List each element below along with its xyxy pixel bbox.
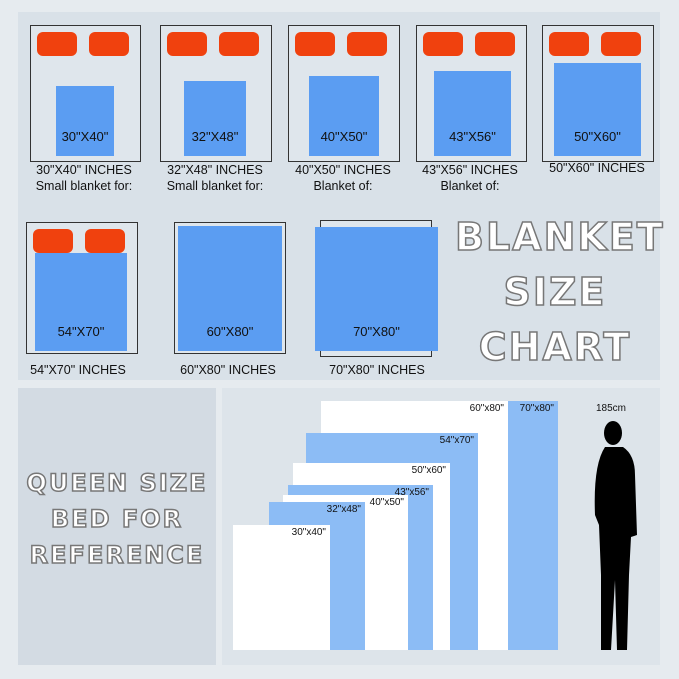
title-line: BLANKET [454, 214, 665, 260]
reference-line: REFERENCE [29, 540, 205, 570]
blanket-shape: 54"X70" [35, 253, 127, 351]
blanket-caption: 30"X40" INCHES Small blanket for: [35, 163, 133, 193]
title-line: SIZE [503, 269, 607, 315]
blanket-tile: 60"X80" [174, 222, 286, 354]
blanket-shape: 60"X80" [178, 226, 282, 351]
pillow-icon [475, 32, 515, 56]
blanket-caption: 70"X80" INCHES [329, 363, 425, 377]
comparison-label: 40"x50" [369, 497, 404, 508]
reference-text: QUEEN SIZE BED FOR REFERENCE [18, 465, 216, 573]
comparison-label: 43"x56" [394, 487, 429, 498]
blanket-size-label: 32"X48" [191, 129, 239, 144]
pillow-icon [219, 32, 259, 56]
comparison-label: 30"x40" [291, 527, 326, 538]
blanket-tile: 32"X48" [160, 25, 272, 162]
blanket-tile: 40"X50" [288, 25, 400, 162]
blanket-caption: 40"X50" INCHES Blanket of: [295, 163, 391, 193]
title-line: CHART [478, 324, 632, 370]
reference-panel [18, 388, 216, 665]
blanket-size-label: 30"X40" [61, 129, 109, 144]
comparison-label: 54"x70" [439, 435, 474, 446]
comparison-label: 60"x80" [469, 403, 504, 414]
blanket-tile: 70"X80" [315, 220, 438, 357]
blanket-caption: 32"X48" INCHES Small blanket for: [166, 163, 264, 193]
blanket-size-label: 54"X70" [57, 324, 105, 339]
blanket-size-label: 40"X50" [320, 129, 368, 144]
pillow-icon [347, 32, 387, 56]
blanket-shape: 30"X40" [56, 86, 114, 156]
person-height-label: 185cm [596, 403, 627, 414]
pillow-icon [85, 229, 125, 253]
pillow-icon [37, 32, 77, 56]
reference-line: QUEEN SIZE [26, 468, 208, 498]
blanket-shape: 70"X80" [315, 227, 438, 351]
blanket-tile: 54"X70" [26, 222, 138, 354]
pillow-icon [167, 32, 207, 56]
pillow-icon [295, 32, 335, 56]
chart-title: BLANKET SIZE CHART [454, 210, 665, 375]
blanket-size-label: 43"X56" [449, 129, 496, 144]
person-silhouette-icon [594, 421, 637, 650]
blanket-shape: 32"X48" [184, 81, 246, 156]
blanket-shape: 50"X60" [554, 63, 641, 156]
blanket-caption: 43"X56" INCHES Blanket of: [422, 163, 518, 193]
blanket-shape: 40"X50" [309, 76, 379, 156]
comparison-label: 50"x60" [411, 465, 446, 476]
blanket-size-label: 50"X60" [574, 129, 621, 144]
blanket-size-label: 60"X80" [206, 324, 254, 339]
pillow-icon [601, 32, 641, 56]
pillow-icon [33, 229, 73, 253]
pillow-icon [89, 32, 129, 56]
comparison-rect: 70"x80" [508, 401, 558, 650]
blanket-tile: 43"X56" [416, 25, 527, 162]
comparison-label: 70"x80" [519, 403, 554, 414]
blanket-size-label: 70"X80" [353, 324, 400, 339]
blanket-tile: 30"X40" [30, 25, 141, 162]
blanket-caption: 54"X70" INCHES [30, 363, 126, 377]
comparison-label: 32"x48" [326, 504, 361, 515]
blanket-caption: 60"X80" INCHES [180, 363, 276, 377]
blanket-shape: 43"X56" [434, 71, 511, 156]
blanket-tile: 50"X60" [542, 25, 654, 162]
comparison-rect: 30"x40" [233, 525, 330, 650]
blanket-caption: 50"X60" INCHES [549, 161, 645, 175]
pillow-icon [549, 32, 589, 56]
reference-line: BED FOR [50, 504, 184, 534]
pillow-icon [423, 32, 463, 56]
